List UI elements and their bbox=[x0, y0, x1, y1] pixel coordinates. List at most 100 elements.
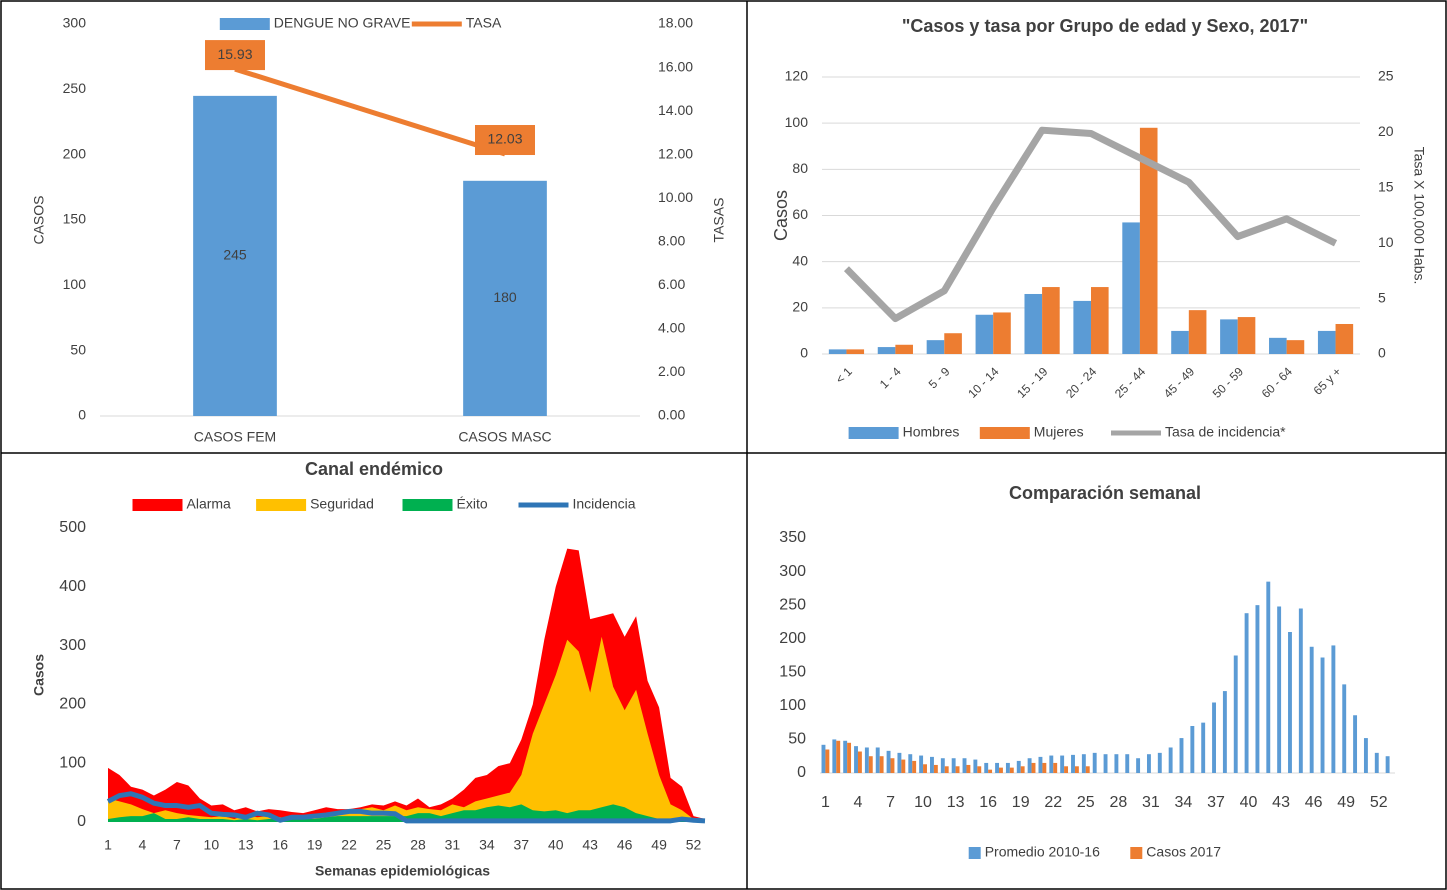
x-tick-label: 65 y + bbox=[1311, 364, 1344, 397]
x-tick-label: 5 - 9 bbox=[926, 364, 953, 391]
y2-tick-label: 15 bbox=[1378, 179, 1394, 195]
bar bbox=[933, 764, 938, 773]
bar bbox=[944, 766, 949, 773]
y-tick-label: 300 bbox=[59, 637, 86, 654]
legend-label: Incidencia bbox=[573, 496, 636, 512]
x-tick-label: 22 bbox=[341, 837, 357, 853]
bar bbox=[1024, 293, 1043, 354]
bar bbox=[1255, 605, 1260, 773]
bar bbox=[843, 740, 848, 773]
bar bbox=[919, 755, 924, 773]
bar bbox=[825, 749, 830, 773]
bar bbox=[1309, 646, 1314, 773]
bar bbox=[1244, 613, 1249, 773]
data-label: 180 bbox=[493, 289, 517, 305]
y-tick-label: 0 bbox=[800, 345, 808, 361]
line bbox=[106, 791, 706, 824]
x-tick-label: 25 bbox=[1077, 794, 1095, 811]
bar bbox=[886, 750, 891, 773]
legend-swatch bbox=[132, 499, 183, 511]
bar bbox=[1168, 747, 1173, 773]
y-tick-label: 250 bbox=[63, 80, 87, 96]
bar bbox=[1266, 581, 1271, 773]
bar bbox=[1335, 323, 1354, 354]
bar bbox=[1374, 752, 1379, 773]
bar bbox=[1038, 756, 1043, 773]
bar bbox=[1222, 691, 1227, 773]
legend-swatch bbox=[848, 427, 899, 439]
bar bbox=[912, 760, 917, 773]
y2-tick-label: 25 bbox=[1378, 68, 1394, 84]
bar bbox=[999, 767, 1003, 773]
bar bbox=[923, 764, 927, 773]
y2-axis-label: Tasa X 100,000 Habs. bbox=[1411, 147, 1427, 285]
x-tick-label: 25 - 44 bbox=[1112, 364, 1149, 401]
bar bbox=[854, 746, 858, 773]
bar bbox=[836, 740, 841, 773]
bar bbox=[1298, 608, 1303, 773]
bar bbox=[1122, 222, 1140, 354]
bar bbox=[1171, 330, 1189, 354]
bar bbox=[1071, 754, 1075, 773]
y-tick-label: 200 bbox=[779, 630, 806, 647]
x-tick-label: 40 bbox=[548, 837, 564, 853]
bar bbox=[879, 756, 884, 773]
bar bbox=[890, 758, 895, 773]
bar bbox=[1190, 726, 1195, 773]
x-tick-label: 37 bbox=[514, 837, 530, 853]
bar bbox=[1220, 319, 1238, 354]
y-tick-label: 80 bbox=[792, 160, 808, 176]
x-tick-label: 46 bbox=[1305, 794, 1323, 811]
bar bbox=[1212, 702, 1216, 773]
bar bbox=[1060, 755, 1065, 773]
x-tick-label: 28 bbox=[1109, 794, 1127, 811]
y-tick-label: 60 bbox=[792, 206, 808, 222]
chart-title: "Casos y tasa por Grupo de edad y Sexo, … bbox=[902, 16, 1308, 36]
x-tick-label: 1 bbox=[104, 837, 112, 853]
bar bbox=[1188, 310, 1207, 354]
bar bbox=[1317, 330, 1336, 354]
y-tick-label: 100 bbox=[59, 754, 86, 771]
bar bbox=[975, 314, 994, 354]
chart-title: Canal endémico bbox=[305, 459, 443, 479]
bar bbox=[908, 754, 913, 773]
bar bbox=[926, 340, 945, 354]
bar bbox=[995, 762, 1000, 773]
bar bbox=[1092, 752, 1097, 773]
x-tick-label: 49 bbox=[651, 837, 667, 853]
y-tick-label: 20 bbox=[792, 299, 808, 315]
y-tick-label: 40 bbox=[792, 252, 808, 268]
x-tick-label: CASOS FEM bbox=[194, 429, 276, 445]
x-tick-label: 31 bbox=[1142, 794, 1160, 811]
bar bbox=[1005, 762, 1010, 773]
x-tick-label: 22 bbox=[1044, 794, 1062, 811]
y-tick-label: 150 bbox=[63, 211, 87, 227]
x-tick-label: 25 bbox=[376, 837, 392, 853]
chart-title: Comparación semanal bbox=[1009, 483, 1201, 503]
x-tick-label: 1 - 4 bbox=[877, 364, 904, 391]
bar bbox=[901, 759, 906, 773]
bar bbox=[463, 180, 547, 416]
bar bbox=[875, 747, 880, 773]
legend-swatch bbox=[979, 427, 1030, 439]
bar bbox=[993, 312, 1011, 354]
x-axis-label: Semanas epidemiológicas bbox=[315, 863, 490, 879]
x-tick-label: 37 bbox=[1207, 794, 1225, 811]
bar bbox=[1042, 762, 1047, 773]
bar bbox=[988, 769, 993, 773]
bar bbox=[864, 747, 869, 773]
bar bbox=[1042, 287, 1060, 354]
bar bbox=[1146, 754, 1151, 773]
bar bbox=[1085, 766, 1090, 773]
bar bbox=[1136, 758, 1141, 773]
bar bbox=[1103, 754, 1108, 773]
y-axis-label: Casos bbox=[771, 190, 791, 241]
bar bbox=[1286, 340, 1305, 354]
legend-swatch bbox=[968, 847, 981, 859]
x-tick-label: 28 bbox=[410, 837, 426, 853]
line bbox=[843, 126, 1338, 323]
bar bbox=[821, 744, 826, 773]
bar bbox=[1049, 755, 1054, 773]
bar bbox=[1074, 766, 1079, 773]
bar bbox=[1233, 655, 1238, 773]
